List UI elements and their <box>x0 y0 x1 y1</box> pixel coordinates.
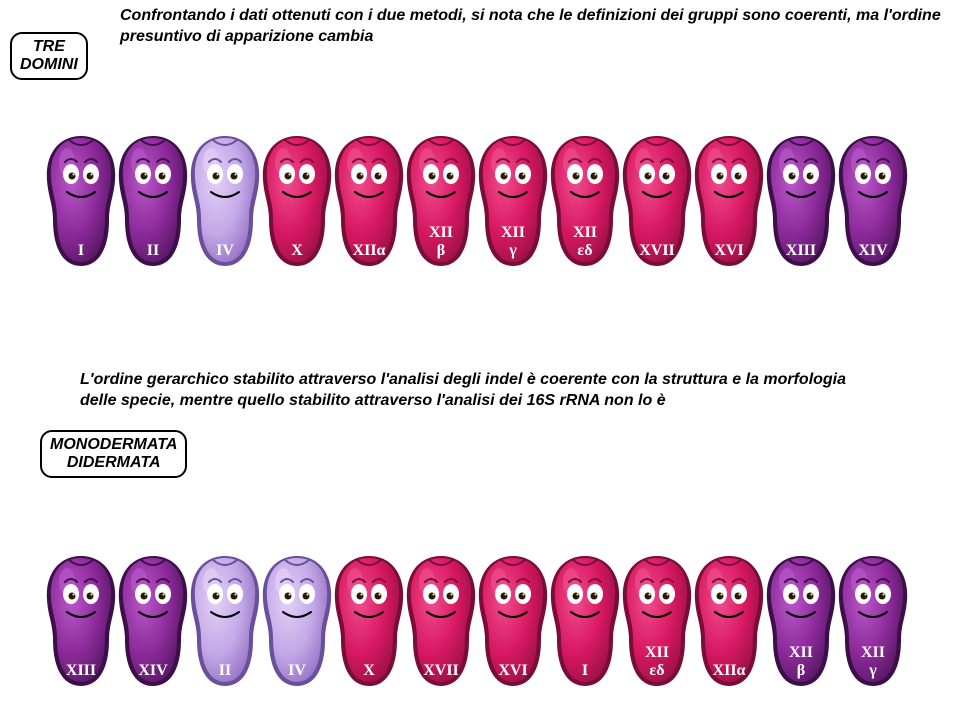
bean-label: XIIα <box>713 662 746 680</box>
bean-cell: II <box>113 130 193 270</box>
bean-cell: XIIα <box>689 550 769 690</box>
monodermata-label: MONODERMATA DIDERMATA <box>40 430 187 478</box>
bean-cell: X <box>329 550 409 690</box>
bean-cell: IV <box>185 130 265 270</box>
bean-cell: XVII <box>617 130 697 270</box>
bean-label: XII β <box>429 224 453 260</box>
bean-label: XVII <box>423 662 459 680</box>
bean-cell: XII εδ <box>617 550 697 690</box>
tre-label-line2: DOMINI <box>20 56 78 74</box>
bean-label: I <box>78 242 84 260</box>
bean-label: XVI <box>498 662 527 680</box>
bean-label: X <box>363 662 375 680</box>
bean-cell: XII εδ <box>545 130 625 270</box>
tre-domini-label: TRE DOMINI <box>10 32 88 80</box>
bean-cell: XIV <box>113 550 193 690</box>
bean-label: XIV <box>858 242 887 260</box>
bean-label: XII εδ <box>645 644 669 680</box>
bean-cell: XVII <box>401 550 481 690</box>
bean-label: II <box>147 242 159 260</box>
bean-label: XVI <box>714 242 743 260</box>
bean-label: IV <box>288 662 306 680</box>
bean-cell: XIII <box>41 550 121 690</box>
bean-label: XVII <box>639 242 675 260</box>
tre-label-line1: TRE <box>33 38 65 56</box>
bean-cell: XIV <box>833 130 913 270</box>
bean-cell: IV <box>257 550 337 690</box>
bean-row-1: I II <box>45 130 909 270</box>
bean-cell: XIII <box>761 130 841 270</box>
bean-label: I <box>582 662 588 680</box>
bean-label: II <box>219 662 231 680</box>
bean-cell: XVI <box>473 550 553 690</box>
bean-cell: XIIα <box>329 130 409 270</box>
bean-label: XIIα <box>353 242 386 260</box>
mid-description: L'ordine gerarchico stabilito attraverso… <box>80 370 880 412</box>
mono-line1: MONODERMATA <box>50 436 177 454</box>
bean-label: XIII <box>66 662 96 680</box>
bean-label: XII γ <box>501 224 525 260</box>
bean-label: X <box>291 242 303 260</box>
bean-label: IV <box>216 242 234 260</box>
bean-label: XII β <box>789 644 813 680</box>
bean-label: XII γ <box>861 644 885 680</box>
bean-row-2: XIII XIV <box>45 550 909 690</box>
bean-cell: XII β <box>401 130 481 270</box>
bean-cell: I <box>545 550 625 690</box>
bean-cell: XVI <box>689 130 769 270</box>
bean-cell: II <box>185 550 265 690</box>
bean-cell: XII γ <box>833 550 913 690</box>
bean-label: XII εδ <box>573 224 597 260</box>
mono-line2: DIDERMATA <box>67 454 161 472</box>
top-description: Confrontando i dati ottenuti con i due m… <box>120 6 950 48</box>
bean-label: XIII <box>786 242 816 260</box>
bean-label: XIV <box>138 662 167 680</box>
bean-cell: I <box>41 130 121 270</box>
bean-cell: X <box>257 130 337 270</box>
bean-cell: XII β <box>761 550 841 690</box>
bean-cell: XII γ <box>473 130 553 270</box>
